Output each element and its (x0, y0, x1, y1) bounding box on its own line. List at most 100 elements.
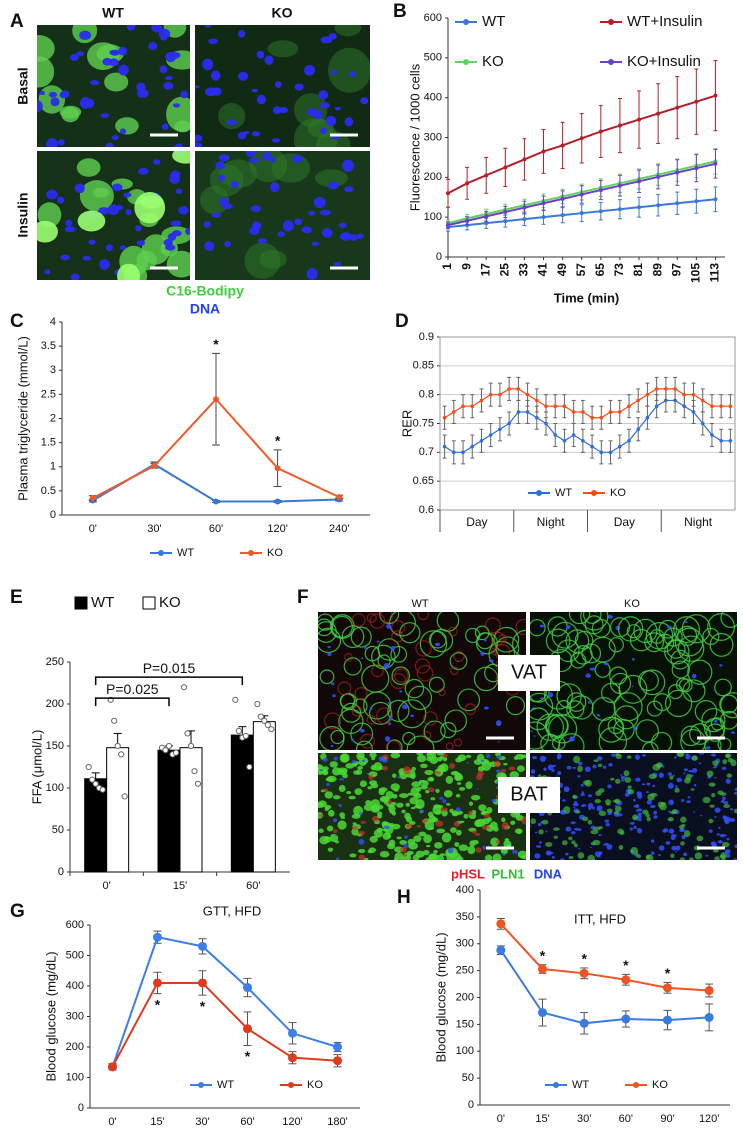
cell (534, 853, 541, 859)
cell (689, 857, 694, 860)
cell (387, 800, 392, 805)
micrograph-content (318, 753, 526, 860)
cell (57, 139, 65, 146)
cell (598, 810, 607, 816)
cell (568, 856, 574, 860)
cell (639, 669, 666, 696)
x-tick-label: 120' (699, 1113, 719, 1125)
cell (399, 690, 403, 693)
cell (633, 618, 658, 643)
cell (733, 858, 737, 860)
data-point (608, 450, 613, 455)
cell (515, 618, 526, 636)
cell (626, 755, 632, 759)
cell (573, 755, 581, 764)
cell (360, 820, 366, 824)
cell (321, 228, 333, 238)
cell (99, 259, 110, 270)
cell (416, 754, 427, 763)
cell (270, 157, 277, 163)
cell (631, 685, 634, 687)
cell (729, 808, 734, 811)
cell (500, 768, 507, 773)
cell (568, 612, 591, 625)
cell (508, 766, 516, 771)
data-point (165, 742, 173, 750)
cell (571, 840, 576, 845)
y-tick-label: 3 (50, 364, 56, 376)
panel-label: H (397, 887, 411, 908)
cell (681, 798, 685, 803)
cell (252, 131, 261, 137)
data-point (89, 776, 96, 783)
cell (370, 764, 377, 771)
data-point (654, 387, 659, 391)
cell (46, 138, 58, 147)
data-point (507, 387, 511, 391)
cell (705, 854, 709, 857)
cell (238, 71, 249, 81)
cell (438, 797, 444, 800)
cell (670, 649, 691, 670)
x-tick-label: 0' (103, 880, 111, 892)
cell (473, 758, 483, 765)
cell (406, 850, 414, 856)
cell (445, 742, 454, 750)
cell (630, 846, 638, 855)
cell (719, 710, 737, 730)
panel-label: E (10, 587, 23, 608)
cell (582, 612, 602, 624)
data-point (264, 721, 271, 729)
cell (436, 612, 460, 632)
x-tick-label: 15' (173, 880, 187, 892)
cell (454, 842, 460, 847)
cell (682, 679, 706, 703)
cell (359, 733, 375, 749)
cell (636, 818, 642, 822)
cell (402, 854, 408, 857)
cell (476, 788, 479, 790)
cell (615, 625, 621, 631)
cell (725, 850, 729, 854)
cell (100, 113, 110, 118)
bar (106, 747, 130, 873)
cell (413, 835, 422, 843)
cell (250, 205, 261, 213)
cell (711, 842, 717, 848)
cell (607, 784, 612, 789)
cell (572, 766, 576, 769)
cell (427, 787, 435, 793)
cell (327, 181, 339, 190)
y-tick-label: 100 (66, 1071, 84, 1083)
x-tick-label: 9 (459, 263, 473, 270)
panel-label: G (10, 901, 25, 922)
cell (593, 759, 599, 763)
data-point (579, 211, 584, 216)
cell (492, 853, 502, 860)
legend-dot (536, 490, 542, 496)
cell (455, 807, 461, 813)
x-tick-label: 240' (329, 523, 349, 535)
data-point (673, 387, 677, 391)
cell (513, 756, 519, 760)
cell (530, 818, 536, 825)
cell (491, 798, 497, 803)
micrograph-content (195, 151, 370, 280)
cell (326, 825, 334, 832)
cell (635, 809, 639, 813)
cell (635, 777, 641, 782)
data-point (656, 111, 661, 116)
cell (330, 744, 334, 748)
x-tick-label: 89 (650, 263, 664, 277)
cell (530, 730, 533, 733)
cell (325, 115, 337, 127)
cell (685, 753, 689, 756)
cell (351, 739, 355, 742)
micrograph-content (318, 612, 526, 750)
period-label: Night (537, 515, 566, 529)
error-bar (238, 726, 247, 736)
cell (416, 753, 424, 756)
cell (717, 840, 723, 844)
panel-label: A (10, 11, 24, 32)
data-point (257, 713, 264, 720)
